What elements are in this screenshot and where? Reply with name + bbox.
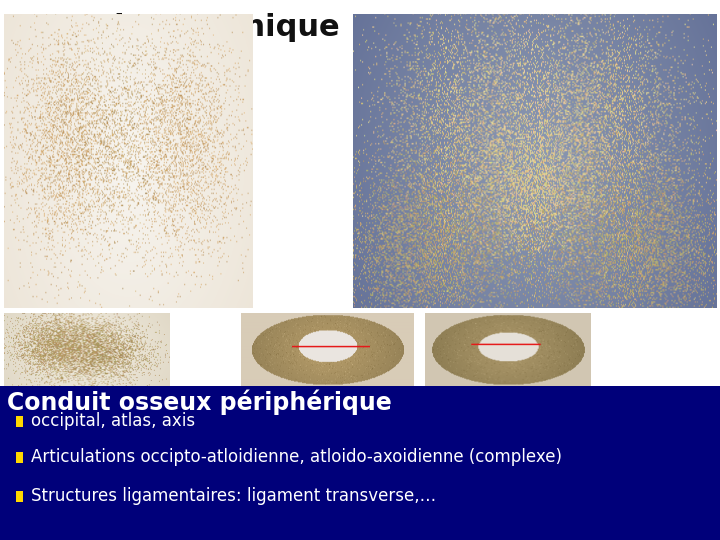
Bar <box>0 386 720 540</box>
Text: (ligaments): (ligaments) <box>121 44 225 62</box>
Bar <box>16 452 23 463</box>
Bar <box>0 0 720 386</box>
Bar <box>16 416 23 427</box>
Text: Articulations occipto-atloidienne, atloido-axoidienne (complexe): Articulations occipto-atloidienne, atloi… <box>31 448 562 467</box>
Text: Structures ligamentaires: ligament transverse,…: Structures ligamentaires: ligament trans… <box>31 487 436 505</box>
Text: Conduit osseux périphérique: Conduit osseux périphérique <box>7 390 392 415</box>
Text: Rappel anatomique: Rappel anatomique <box>6 14 340 43</box>
Text: occipital, atlas, axis: occipital, atlas, axis <box>31 412 195 430</box>
Bar <box>16 491 23 502</box>
